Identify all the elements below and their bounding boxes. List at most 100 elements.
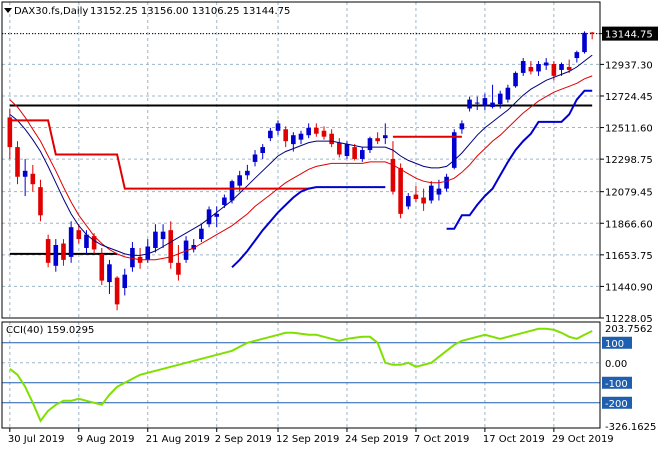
bullish-candle — [229, 181, 235, 201]
bullish-candle — [199, 228, 204, 240]
bearish-candle — [589, 32, 595, 34]
bullish-candle — [206, 209, 212, 225]
bearish-candle — [45, 239, 51, 263]
bullish-candle — [582, 32, 587, 53]
bullish-candle — [183, 240, 189, 260]
bullish-candle — [84, 234, 89, 248]
bullish-candle — [367, 138, 373, 151]
bullish-candle — [268, 130, 273, 139]
cci-indicator-label: CCI(40) 159.0295 — [6, 325, 94, 336]
bullish-candle — [252, 154, 258, 162]
price-tick-label: 11653.75 — [605, 251, 653, 262]
time-label: 12 Sep 2019 — [276, 434, 339, 445]
bearish-candle — [321, 130, 327, 137]
cci-tick-label: -200 — [605, 399, 628, 410]
bullish-candle — [459, 123, 465, 130]
cci-panel-frame — [1, 321, 601, 429]
bullish-candle — [22, 170, 28, 177]
bullish-stop-line — [231, 186, 386, 269]
bullish-candle — [428, 185, 434, 201]
bearish-stop-line — [9, 119, 309, 190]
cci-line — [9, 327, 593, 423]
bearish-candle — [15, 147, 20, 177]
bearish-candle — [38, 187, 43, 216]
price-tick-label: 11440.90 — [605, 282, 653, 293]
time-label: 21 Aug 2019 — [146, 434, 210, 445]
bearish-candle — [61, 243, 66, 260]
bullish-candle — [543, 62, 549, 66]
price-tick-label: 11228.05 — [605, 314, 653, 325]
price-panel-frame — [1, 1, 601, 319]
bullish-candle — [405, 196, 411, 207]
cci-level-tag — [602, 376, 632, 389]
price-tick-label: 12079.45 — [605, 188, 653, 199]
bullish-candle — [436, 188, 442, 195]
bullish-candle — [513, 72, 518, 87]
bullish-candle — [360, 150, 365, 159]
bullish-candle — [344, 144, 350, 156]
bearish-candle — [375, 138, 380, 142]
symbol-timeframe: DAX30.fs,Daily — [14, 6, 88, 17]
bullish-candle — [306, 127, 311, 136]
time-label: 17 Oct 2019 — [483, 434, 545, 445]
bullish-candle — [145, 246, 151, 260]
bullish-candle — [107, 264, 112, 283]
price-tick-label: 12511.60 — [605, 124, 653, 135]
bullish-candle — [505, 87, 511, 100]
bullish-candle — [275, 123, 281, 131]
cci-tick-label: 100 — [605, 339, 624, 350]
bearish-candle — [30, 173, 36, 185]
cci-tick-label: -326.1625 — [605, 422, 656, 433]
bullish-candle — [122, 274, 128, 289]
price-tick-label: 12298.75 — [605, 155, 653, 166]
time-label: 24 Sep 2019 — [345, 434, 408, 445]
price-tick-label: 11866.60 — [605, 219, 653, 230]
bullish-candle — [482, 98, 488, 106]
bullish-candle — [536, 63, 541, 72]
bearish-candle — [76, 230, 82, 240]
symbol-dropdown-icon[interactable] — [4, 8, 12, 13]
bearish-candle — [99, 253, 105, 281]
ohlc-readout: 13152.25 13156.00 13106.25 13144.75 — [90, 6, 290, 17]
cci-tick-label: 0.00 — [605, 359, 627, 370]
bullish-candle — [153, 231, 158, 248]
bullish-candle — [298, 133, 304, 140]
bullish-candle — [214, 213, 220, 217]
bearish-candle — [551, 63, 557, 76]
bearish-candle — [314, 127, 319, 134]
bearish-candle — [390, 158, 396, 192]
bearish-candle — [398, 167, 403, 214]
time-label: 2 Sep 2019 — [215, 434, 272, 445]
bullish-candle — [382, 135, 388, 139]
bearish-candle — [283, 129, 288, 142]
bearish-candle — [329, 133, 334, 145]
bullish-candle — [291, 135, 296, 145]
bearish-candle — [7, 117, 13, 148]
bullish-candle — [191, 245, 197, 250]
bullish-candle — [160, 231, 166, 240]
bullish-candle — [53, 245, 59, 266]
time-label: 9 Aug 2019 — [77, 434, 135, 445]
bearish-candle — [91, 236, 97, 250]
cci-level-tag — [602, 396, 632, 409]
bullish-candle — [260, 147, 265, 154]
bullish-candle — [559, 63, 564, 70]
bullish-candle — [444, 176, 449, 189]
current-price-label: 13144.75 — [605, 30, 653, 41]
bearish-candle — [176, 262, 181, 275]
bullish-candle — [497, 93, 503, 105]
bullish-candle — [245, 170, 250, 176]
bearish-candle — [352, 147, 357, 159]
bearish-candle — [421, 197, 426, 204]
cci-tick-label: 203.7562 — [605, 324, 653, 335]
time-label: 30 Jul 2019 — [8, 434, 65, 445]
bullish-candle — [574, 52, 580, 59]
bearish-candle — [114, 277, 120, 305]
time-label: 7 Oct 2019 — [414, 434, 469, 445]
cci-level-tag — [602, 336, 632, 349]
price-tick-label: 12937.30 — [605, 60, 653, 71]
price-tick-label: 12724.45 — [605, 92, 653, 103]
cci-tick-label: -100 — [605, 379, 628, 390]
